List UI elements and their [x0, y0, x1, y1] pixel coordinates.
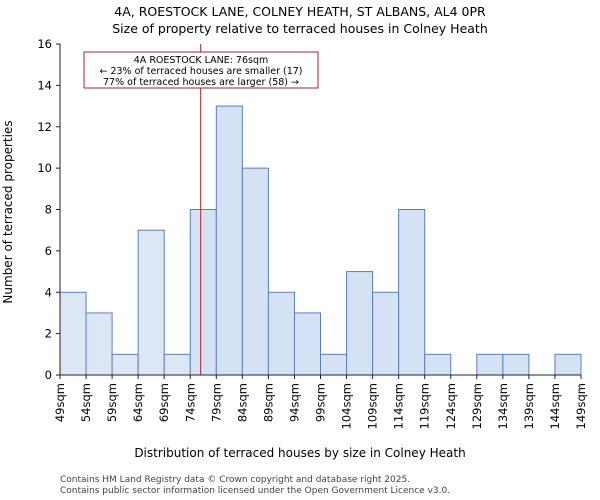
- y-tick-label: 10: [37, 161, 52, 175]
- x-tick-label: 99sqm: [314, 383, 328, 422]
- bar-74sqm: [189, 209, 217, 376]
- annotation-line-1: 4A ROESTOCK LANE: 76sqm: [134, 55, 269, 66]
- y-tick-label: 8: [45, 203, 52, 217]
- bar-64sqm: [137, 229, 165, 376]
- x-tick-label: 89sqm: [261, 383, 275, 422]
- x-tick-label: 149sqm: [574, 383, 588, 429]
- annotation-line-2: ← 23% of terraced houses are smaller (17…: [99, 66, 302, 77]
- x-tick-label: 74sqm: [183, 383, 197, 422]
- bars-group: [59, 105, 582, 376]
- x-tick-label: 84sqm: [235, 383, 249, 422]
- x-tick-label: 69sqm: [157, 383, 171, 422]
- x-tick-label: 129sqm: [470, 383, 484, 429]
- bar-89sqm: [267, 291, 295, 376]
- x-tick-label: 104sqm: [340, 383, 354, 429]
- x-tick-label: 114sqm: [392, 383, 406, 429]
- bar-59sqm: [111, 353, 139, 376]
- x-tick-label: 79sqm: [209, 383, 223, 422]
- chart-subtitle: Size of property relative to terraced ho…: [112, 21, 488, 36]
- x-tick-label: 134sqm: [496, 383, 510, 429]
- footer-line-2: Contains public sector information licen…: [60, 486, 450, 496]
- x-tick-label: 124sqm: [444, 383, 458, 429]
- bar-94sqm: [293, 312, 322, 376]
- bar-104sqm: [346, 271, 374, 376]
- annotation-line-3: 77% of terraced houses are larger (58) →: [103, 77, 299, 88]
- y-tick-label: 16: [37, 37, 52, 51]
- bar-49sqm: [59, 291, 87, 376]
- x-tick-label: 49sqm: [53, 383, 67, 422]
- bar-79sqm: [215, 105, 243, 376]
- bar-54sqm: [85, 312, 113, 376]
- x-tick-label: 64sqm: [131, 383, 145, 422]
- x-tick-label: 139sqm: [522, 383, 536, 429]
- y-tick-label: 0: [45, 368, 52, 382]
- bar-69sqm: [163, 353, 191, 376]
- bar-134sqm: [502, 353, 530, 376]
- x-axis-label: Distribution of terraced houses by size …: [134, 446, 465, 460]
- bar-109sqm: [372, 291, 400, 376]
- y-axis-ticks: 0 2 4 6 8 10 12 14 16: [37, 37, 60, 382]
- x-tick-label: 144sqm: [548, 383, 562, 429]
- footer-line-1: Contains HM Land Registry data © Crown c…: [60, 475, 410, 485]
- y-tick-label: 4: [45, 285, 52, 299]
- y-axis-label: Number of terraced properties: [1, 120, 15, 303]
- y-tick-label: 14: [37, 78, 52, 92]
- x-tick-label: 119sqm: [418, 383, 432, 429]
- x-tick-label: 54sqm: [79, 383, 93, 422]
- bar-144sqm: [554, 353, 582, 376]
- annotation-box: [83, 51, 319, 89]
- bar-99sqm: [320, 353, 348, 376]
- x-tick-label: 109sqm: [366, 383, 380, 429]
- bar-84sqm: [241, 167, 269, 376]
- chart-title: 4A, ROESTOCK LANE, COLNEY HEATH, ST ALBA…: [114, 4, 486, 19]
- bar-129sqm: [476, 353, 504, 376]
- x-axis-ticks: 49sqm 54sqm 59sqm 64sqm 69sqm 74sqm 79sqm 84sqm…: [53, 375, 588, 429]
- y-tick-label: 12: [37, 120, 52, 134]
- bar-119sqm: [424, 353, 452, 376]
- y-tick-label: 6: [45, 244, 52, 258]
- bar-114sqm: [398, 209, 426, 376]
- y-tick-label: 2: [45, 327, 52, 341]
- x-tick-label: 59sqm: [105, 383, 119, 422]
- x-tick-label: 94sqm: [287, 383, 301, 422]
